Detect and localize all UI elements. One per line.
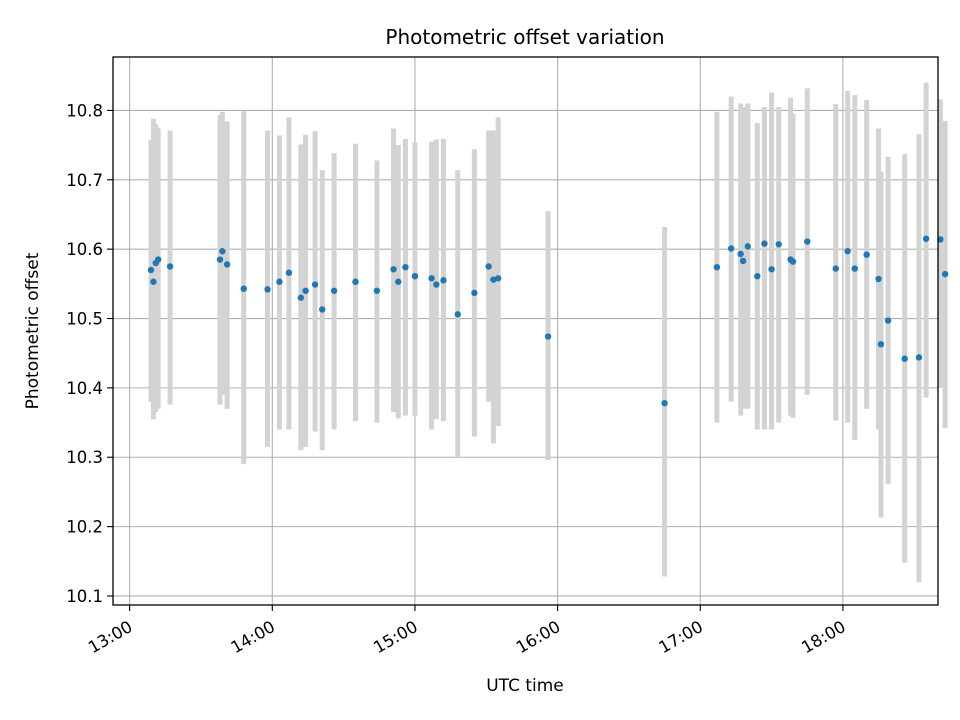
y-tick-label: 10.3: [66, 448, 103, 467]
data-point: [411, 273, 419, 280]
y-tick-label: 10.1: [66, 587, 103, 606]
y-tick-label: 10.6: [66, 240, 103, 259]
data-point: [485, 263, 492, 270]
data-point: [440, 277, 447, 284]
data-point: [319, 306, 326, 313]
data-point: [875, 275, 882, 283]
data-point: [884, 317, 892, 324]
data-point: [471, 289, 478, 297]
data-point: [297, 294, 305, 301]
y-tick-label: 10.7: [66, 171, 103, 190]
data-point: [264, 286, 271, 293]
data-point: [216, 256, 224, 263]
data-point: [775, 241, 782, 248]
data-point: [737, 250, 744, 258]
data-point: [937, 236, 944, 243]
data-point: [713, 263, 721, 271]
plot-frame: [112, 56, 939, 606]
data-point: [219, 248, 226, 255]
data-point: [754, 273, 761, 280]
data-point: [941, 270, 949, 278]
data-point: [661, 399, 668, 407]
data-point: [768, 266, 775, 273]
x-axis-label: UTC time: [486, 676, 564, 696]
data-point: [428, 275, 435, 282]
data-point: [147, 266, 155, 274]
data-point: [454, 311, 461, 318]
data-point: [311, 281, 319, 288]
data-point: [390, 266, 397, 273]
data-point: [166, 263, 174, 270]
data-point: [915, 354, 923, 361]
data-point: [761, 240, 768, 247]
data-point: [330, 287, 338, 294]
data-point: [844, 248, 851, 255]
data-point: [285, 269, 293, 276]
data-point: [352, 278, 359, 285]
data-point: [223, 261, 231, 268]
data-point: [150, 278, 157, 285]
data-point: [154, 256, 162, 263]
data-point: [901, 355, 908, 362]
data-point: [433, 281, 440, 288]
y-tick-label: 10.4: [66, 379, 103, 398]
data-point: [373, 287, 381, 294]
data-point: [402, 263, 409, 271]
data-point: [494, 275, 502, 282]
y-tick-label: 10.2: [66, 518, 103, 537]
y-tick-label: 10.5: [66, 310, 103, 329]
chart-title: Photometric offset variation: [385, 25, 664, 49]
data-point: [727, 245, 735, 252]
y-axis-label: Photometric offset: [23, 252, 43, 409]
data-point: [302, 287, 309, 294]
data-point: [804, 238, 811, 245]
data-point: [744, 243, 751, 250]
y-tick-label: 10.8: [66, 101, 103, 120]
data-point: [922, 235, 930, 242]
data-point: [863, 251, 870, 258]
data-point: [240, 285, 247, 292]
data-point: [395, 278, 402, 285]
data-point: [877, 340, 885, 348]
data-point: [739, 257, 747, 265]
data-point: [276, 278, 283, 285]
data-point: [789, 258, 797, 265]
data-point: [832, 265, 839, 272]
data-point: [544, 333, 552, 340]
data-point: [851, 265, 858, 272]
data-points: [147, 235, 949, 407]
grid-lines: [113, 57, 938, 605]
y-axis-ticks: 10.1 10.2 10.3 10.4 10.5 10.6 10.7 10.8: [66, 101, 113, 606]
